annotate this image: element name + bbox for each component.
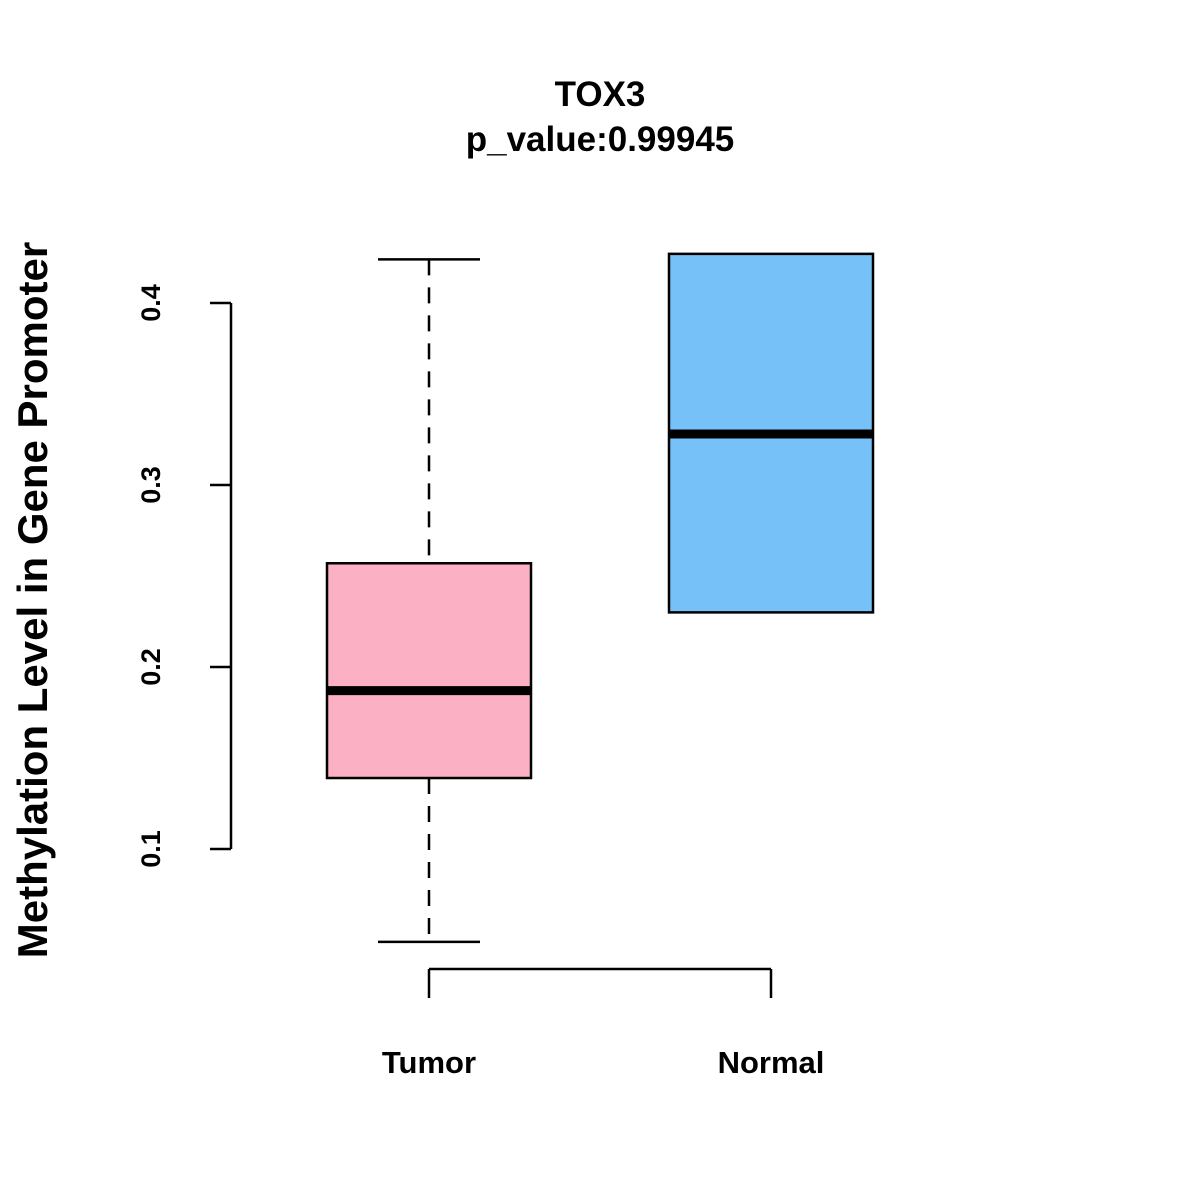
chart-title: TOX3 [555,75,646,114]
x-tick-label-tumor: Tumor [382,1045,476,1080]
x-axis: Tumor Normal [382,967,825,1080]
box-iqr [325,562,533,780]
boxes-layer [325,252,875,944]
y-axis-label: Methylation Level in Gene Promoter [9,242,56,958]
box-normal [667,252,875,614]
y-tick-label: 0.1 [136,830,166,868]
y-axis: 0.1 0.2 0.3 0.4 [136,284,233,868]
y-tick-label: 0.4 [136,284,166,322]
chart-subtitle: p_value:0.99945 [466,120,735,159]
box-tumor [325,258,533,944]
y-tick-label: 0.2 [136,648,166,686]
y-tick-label: 0.3 [136,466,166,504]
x-tick-label-normal: Normal [718,1045,825,1080]
